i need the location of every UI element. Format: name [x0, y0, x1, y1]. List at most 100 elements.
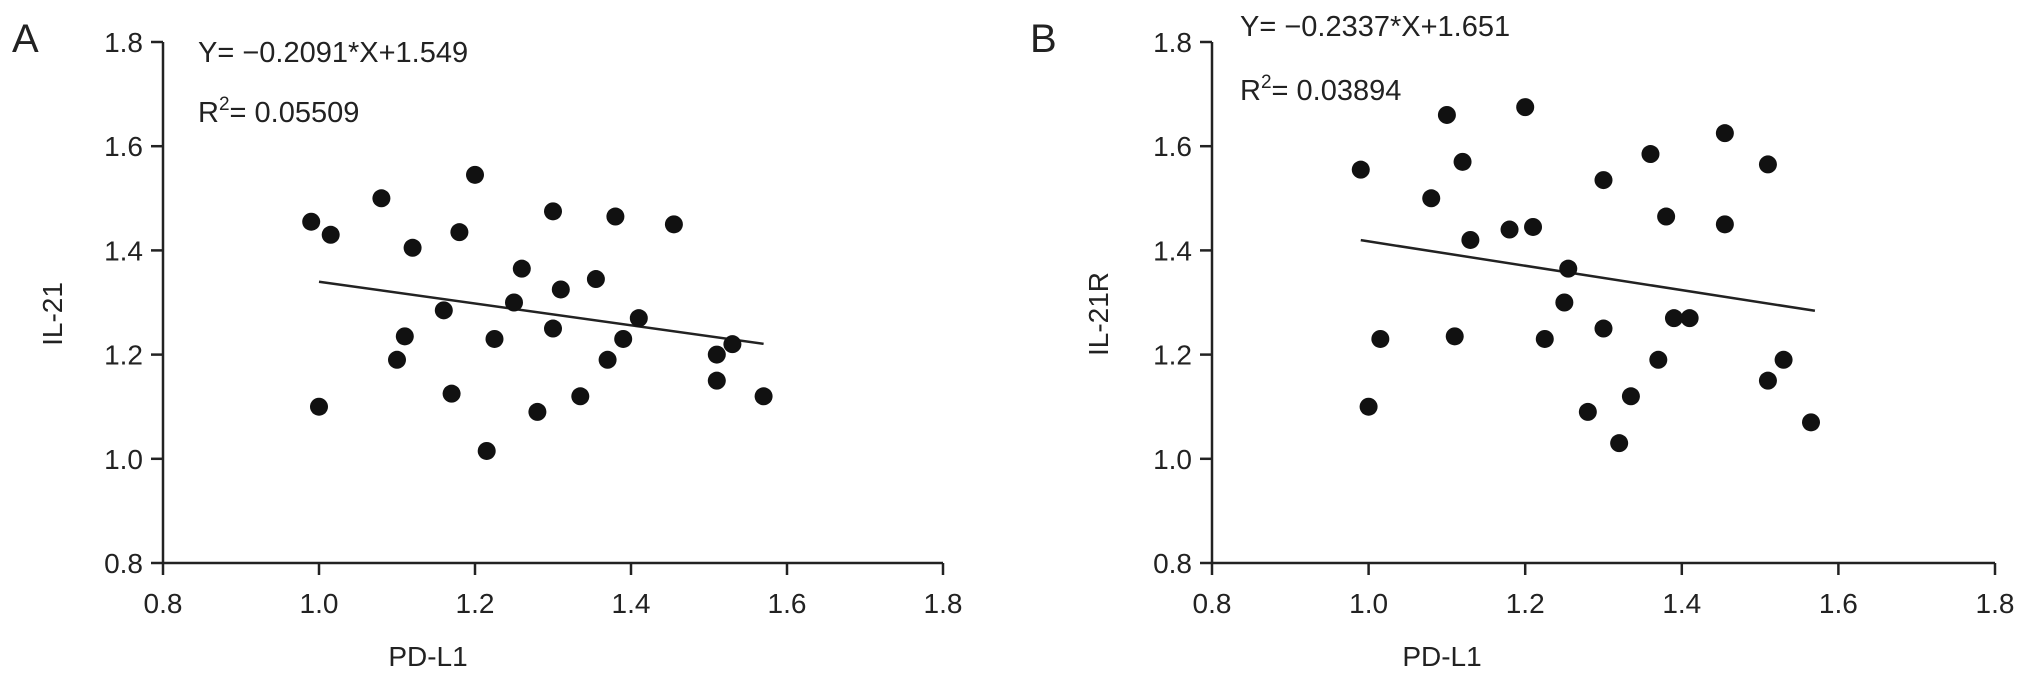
data-point — [388, 350, 406, 369]
regression-equation: Y= −0.2337*X+1.651 — [1240, 11, 1510, 43]
y-tick-label: 1.6 — [104, 131, 143, 162]
y-tick-label: 1.2 — [1153, 340, 1192, 371]
data-point — [442, 384, 461, 403]
data-point — [544, 319, 562, 338]
x-tick-label: 1.2 — [1506, 588, 1545, 619]
x-tick-label: 1.8 — [1976, 588, 2015, 619]
data-point — [1437, 105, 1456, 124]
x-tick-label: 1.4 — [612, 588, 651, 619]
data-point — [1758, 371, 1777, 390]
x-axis-label: PD-L1 — [388, 641, 467, 672]
data-point — [1524, 217, 1543, 236]
r-squared-value: = 0.03894 — [1272, 75, 1402, 107]
data-point — [310, 397, 328, 416]
x-axis-label: PD-L1 — [1402, 641, 1481, 672]
data-point — [707, 345, 726, 364]
r-squared-text: R2= 0.05509 — [198, 94, 359, 129]
y-tick-label: 1.8 — [1153, 27, 1192, 58]
data-point — [321, 225, 340, 244]
data-point — [1578, 402, 1597, 421]
data-point — [598, 350, 617, 369]
data-point — [1715, 124, 1734, 143]
data-point — [1715, 215, 1734, 234]
data-point — [723, 335, 742, 354]
data-point — [1500, 220, 1519, 239]
data-point — [1445, 327, 1464, 346]
data-point — [395, 327, 414, 346]
y-axis-label: IL-21 — [37, 282, 68, 346]
y-tick-label: 1.0 — [104, 444, 143, 475]
y-tick-label: 1.0 — [1153, 444, 1192, 475]
y-tick-label: 1.2 — [104, 340, 143, 371]
data-point — [571, 387, 590, 406]
data-point — [512, 259, 531, 278]
data-point — [1535, 329, 1554, 348]
data-point — [629, 309, 648, 328]
data-point — [1371, 329, 1390, 348]
data-point — [1594, 319, 1613, 338]
data-point — [528, 402, 547, 421]
data-point — [707, 371, 726, 390]
data-point — [1559, 259, 1578, 278]
data-point — [450, 223, 469, 242]
data-point — [1594, 171, 1613, 190]
y-tick-label: 1.8 — [104, 27, 143, 58]
panel-label: A — [12, 17, 39, 61]
r-squared-prefix: R — [1240, 75, 1261, 107]
panel-a: A IL-21 PD-L1 Y= −0.2091*X+1.549 R2= 0.0… — [12, 17, 962, 672]
r-squared-value: = 0.05509 — [230, 97, 360, 129]
x-tick-label: 0.8 — [144, 588, 183, 619]
y-tick-label: 0.8 — [1153, 548, 1192, 579]
regression-line — [318, 280, 764, 346]
data-point — [1461, 230, 1480, 249]
data-point — [1758, 155, 1777, 174]
r-squared-superscript: 2 — [219, 94, 230, 115]
data-point — [477, 441, 496, 460]
data-point — [434, 301, 453, 320]
data-point — [1359, 397, 1378, 416]
data-point — [1516, 98, 1535, 117]
data-point — [1657, 207, 1676, 226]
y-tick-label: 1.6 — [1153, 131, 1192, 162]
x-tick-label: 1.6 — [768, 588, 807, 619]
data-point — [606, 207, 625, 226]
data-point — [1610, 434, 1629, 453]
regression-line — [1360, 238, 1816, 313]
panel-b: B IL-21R PD-L1 Y= −0.2337*X+1.651 R2= 0.… — [1030, 11, 2014, 672]
x-tick-label: 1.0 — [300, 588, 339, 619]
r-squared-prefix: R — [198, 97, 219, 129]
y-tick-label: 0.8 — [104, 548, 143, 579]
data-point — [1351, 160, 1370, 179]
x-tick-label: 0.8 — [1193, 588, 1232, 619]
x-tick-label: 1.0 — [1349, 588, 1388, 619]
r-squared-superscript: 2 — [1261, 72, 1272, 93]
data-point — [485, 329, 504, 348]
x-tick-label: 1.4 — [1662, 588, 1701, 619]
data-point — [302, 212, 321, 231]
data-point — [551, 280, 570, 299]
data-point — [1555, 293, 1574, 312]
r-squared-text: R2= 0.03894 — [1240, 72, 1401, 107]
data-point — [1801, 413, 1820, 432]
data-point — [544, 202, 562, 221]
data-point — [1422, 189, 1441, 208]
panel-label: B — [1030, 17, 1057, 61]
data-point — [403, 238, 422, 257]
regression-equation: Y= −0.2091*X+1.549 — [198, 37, 468, 69]
data-point — [1641, 145, 1660, 164]
x-tick-label: 1.2 — [456, 588, 495, 619]
data-point — [1649, 350, 1668, 369]
data-point — [754, 387, 773, 406]
x-tick-label: 1.6 — [1819, 588, 1858, 619]
data-point — [1680, 309, 1699, 328]
data-point — [1774, 350, 1793, 369]
data-point — [1664, 309, 1683, 328]
data-point — [372, 189, 391, 208]
y-axis-label: IL-21R — [1083, 272, 1114, 356]
data-point — [586, 270, 605, 289]
y-tick-label: 1.4 — [104, 235, 143, 266]
data-point — [1453, 152, 1472, 171]
data-point — [466, 165, 484, 184]
